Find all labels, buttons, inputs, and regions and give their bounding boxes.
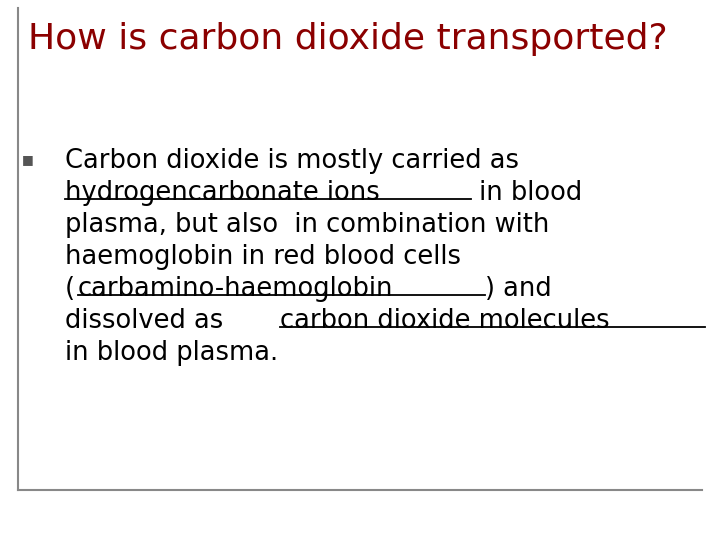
Text: haemoglobin in red blood cells: haemoglobin in red blood cells	[65, 244, 461, 270]
Text: (: (	[65, 276, 75, 302]
Text: ) and: ) and	[485, 276, 552, 302]
Text: carbamino-haemoglobin: carbamino-haemoglobin	[78, 276, 394, 302]
Text: in blood plasma.: in blood plasma.	[65, 340, 278, 366]
Text: ■: ■	[22, 153, 34, 166]
Text: plasma, but also  in combination with: plasma, but also in combination with	[65, 212, 549, 238]
Text: hydrogencarbonate ions: hydrogencarbonate ions	[65, 180, 379, 206]
Text: dissolved as: dissolved as	[65, 308, 231, 334]
Text: in blood: in blood	[471, 180, 582, 206]
Text: carbon dioxide molecules: carbon dioxide molecules	[279, 308, 609, 334]
Text: How is carbon dioxide transported?: How is carbon dioxide transported?	[28, 22, 667, 56]
Text: Carbon dioxide is mostly carried as: Carbon dioxide is mostly carried as	[65, 148, 519, 174]
